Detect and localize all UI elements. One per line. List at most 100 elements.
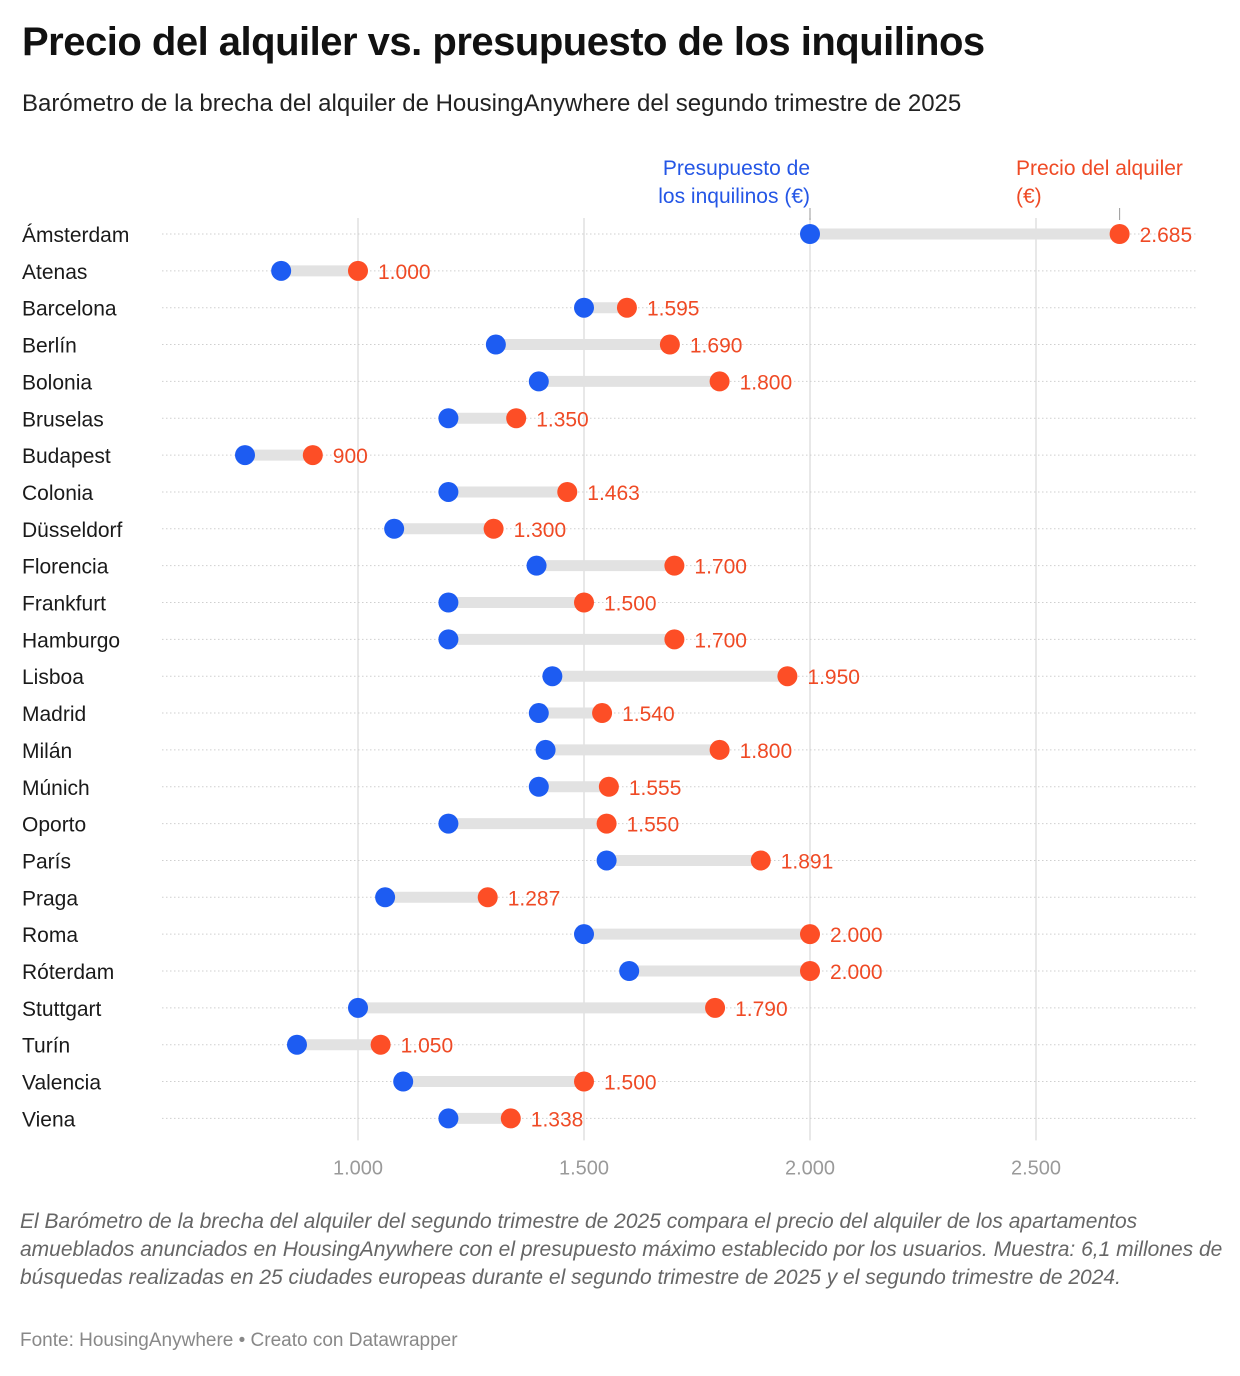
data-row: Bruselas 1.350 xyxy=(22,408,1198,431)
data-row: Roma 2.000 xyxy=(22,924,1198,947)
rent-dot xyxy=(664,555,685,576)
city-label: Frankfurt xyxy=(22,593,106,616)
rent-dot xyxy=(709,371,730,392)
city-label: Hamburgo xyxy=(22,629,120,652)
budget-dot xyxy=(528,776,549,797)
rent-dot xyxy=(1109,224,1130,244)
city-label: Bruselas xyxy=(22,408,104,431)
rent-dot xyxy=(750,850,771,871)
city-label: Viena xyxy=(22,1108,76,1131)
data-row: Valencia 1.500 xyxy=(22,1071,1198,1095)
city-label: Budapest xyxy=(22,445,111,468)
rent-value-label: 1.950 xyxy=(807,666,860,689)
rent-dot xyxy=(477,887,498,908)
city-label: Milán xyxy=(22,740,72,763)
city-label: Ámsterdam xyxy=(22,224,129,247)
data-row: Viena 1.338 xyxy=(22,1108,1198,1131)
rent-value-label: 1.800 xyxy=(740,740,793,763)
budget-dot xyxy=(438,1108,459,1129)
data-row: Múnich 1.555 xyxy=(22,776,1198,800)
rent-dot xyxy=(705,997,726,1018)
rent-value-label: 1.300 xyxy=(514,519,567,542)
budget-dot xyxy=(438,592,459,613)
data-row: Frankfurt 1.500 xyxy=(22,592,1198,616)
budget-dot xyxy=(526,555,547,576)
rent-dot xyxy=(483,518,504,539)
city-label: Turín xyxy=(22,1035,70,1058)
rent-value-label: 2.000 xyxy=(830,924,883,947)
budget-dot xyxy=(535,739,556,760)
rent-dot xyxy=(500,1108,521,1129)
rent-value-label: 1.500 xyxy=(604,593,657,616)
rent-dot xyxy=(659,334,680,355)
city-label: Florencia xyxy=(22,556,109,579)
budget-dot xyxy=(528,371,549,392)
budget-dot xyxy=(485,334,506,355)
legend-budget-line1: Presupuesto de xyxy=(663,157,810,180)
rent-value-label: 1.338 xyxy=(531,1108,584,1131)
city-label: Barcelona xyxy=(22,298,117,321)
data-row: Stuttgart 1.790 xyxy=(22,997,1198,1021)
city-label: Bolonia xyxy=(22,371,92,394)
city-label: Praga xyxy=(22,887,78,910)
budget-dot xyxy=(271,260,292,281)
rent-value-label: 1.500 xyxy=(604,1072,657,1095)
rent-value-label: 1.050 xyxy=(401,1035,454,1058)
budget-dot xyxy=(384,518,405,539)
city-label: Oporto xyxy=(22,814,86,837)
city-label: Roma xyxy=(22,924,78,947)
rent-value-label: 1.287 xyxy=(508,887,561,910)
rent-value-label: 1.595 xyxy=(647,298,700,321)
rent-value-label: 1.891 xyxy=(781,850,834,873)
budget-dot xyxy=(348,997,368,1018)
grid-layer xyxy=(357,218,1037,1141)
budget-dot xyxy=(800,224,820,244)
rent-dot xyxy=(370,1034,391,1055)
rent-value-label: 1.463 xyxy=(587,482,640,505)
rent-value-label: 1.000 xyxy=(378,261,431,284)
x-tick-label: 1.000 xyxy=(333,1157,383,1179)
rent-dot xyxy=(348,260,368,281)
data-row: Ámsterdam 2.685 xyxy=(22,224,1198,247)
city-label: Madrid xyxy=(22,703,86,726)
city-label: París xyxy=(22,850,71,873)
rent-value-label: 1.555 xyxy=(629,777,682,800)
rent-dot xyxy=(302,445,323,466)
data-row: Düsseldorf 1.300 xyxy=(22,518,1198,542)
city-label: Atenas xyxy=(22,261,87,284)
data-row: Bolonia 1.800 xyxy=(22,371,1198,394)
legend-rent-line1: Precio del alquiler xyxy=(1016,157,1183,180)
budget-dot xyxy=(574,297,594,318)
budget-dot xyxy=(235,445,255,466)
data-row: Atenas 1.000 xyxy=(22,260,1198,284)
chart-subtitle: Barómetro de la brecha del alquiler de H… xyxy=(22,90,962,117)
budget-dot xyxy=(528,703,549,724)
rent-value-label: 1.700 xyxy=(694,556,747,579)
data-row: Lisboa 1.950 xyxy=(22,666,1198,689)
rent-value-label: 2.685 xyxy=(1140,224,1193,247)
rent-dot xyxy=(709,739,730,760)
data-row: Budapest 900 xyxy=(22,445,1198,468)
data-row: Hamburgo 1.700 xyxy=(22,629,1198,652)
x-tick-label: 2.000 xyxy=(785,1157,835,1179)
budget-dot xyxy=(596,850,617,871)
data-row: Berlín 1.690 xyxy=(22,334,1198,358)
budget-dot xyxy=(438,813,459,834)
rent-dot xyxy=(800,961,820,981)
budget-dot xyxy=(375,887,396,908)
budget-dot xyxy=(286,1034,307,1055)
data-row: Turín 1.050 xyxy=(22,1034,1198,1058)
rent-dot xyxy=(574,1071,594,1092)
rent-dot xyxy=(506,408,527,429)
rent-value-label: 1.690 xyxy=(690,335,743,358)
rent-dot xyxy=(557,481,578,502)
chart-title: Precio del alquiler vs. presupuesto de l… xyxy=(22,20,985,64)
rent-value-label: 1.790 xyxy=(735,998,788,1021)
rows-layer: Ámsterdam 2.685 Atenas 1.000 Barcelona 1.595 B… xyxy=(22,224,1198,1131)
rent-value-label: 2.000 xyxy=(830,961,883,984)
data-row: Madrid 1.540 xyxy=(22,703,1198,726)
rent-value-label: 900 xyxy=(333,445,368,468)
rent-dot xyxy=(800,924,820,945)
city-label: Berlín xyxy=(22,335,77,358)
data-row: Florencia 1.700 xyxy=(22,555,1198,579)
